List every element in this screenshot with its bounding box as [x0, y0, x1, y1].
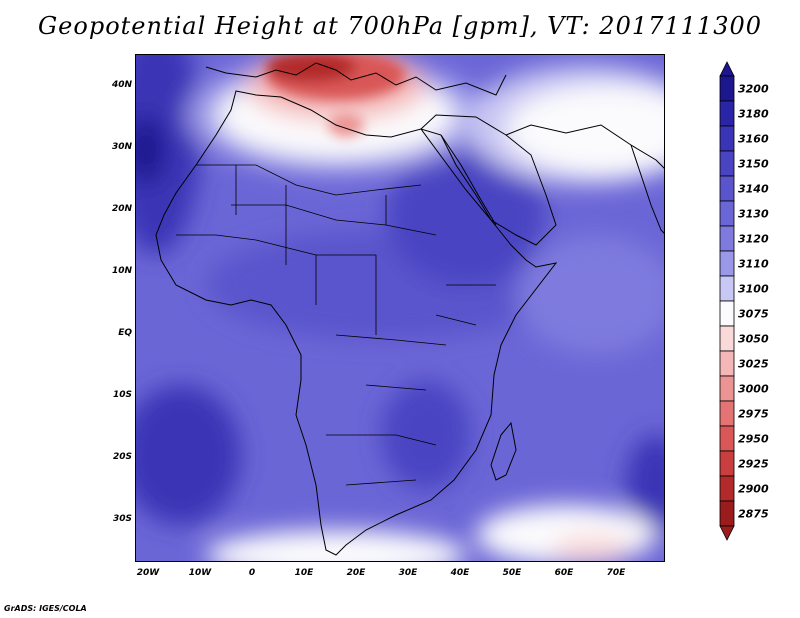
colorbar-box-3140	[719, 175, 735, 202]
map-panel	[135, 54, 665, 562]
map-title: Geopotential Height at 700hPa [gpm], VT:…	[38, 12, 762, 40]
lon-label-30e: 30E	[398, 568, 418, 578]
arabia-coastline	[420, 114, 557, 246]
colorbar-box-3160	[719, 125, 735, 152]
europe-coastline	[205, 62, 507, 96]
colorbar-box-3050	[719, 325, 735, 352]
colorbar-box-3180	[719, 100, 735, 127]
colorbar-bottom-arrow	[719, 525, 735, 541]
colorbar-label-3050: 3050	[738, 333, 769, 346]
colorbar-label-3160: 3160	[738, 133, 769, 146]
colorbar-box-3000	[719, 375, 735, 402]
lon-label-40e: 40E	[450, 568, 470, 578]
lat-label-30n: 30N	[111, 142, 132, 152]
lon-label-20w: 20W	[136, 568, 160, 578]
lat-label-20n: 20N	[111, 204, 132, 214]
colorbar-label-3130: 3130	[738, 208, 769, 221]
colorbar-box-3120	[719, 225, 735, 252]
lat-label-10n: 10N	[111, 266, 132, 276]
asia-ridge-zone	[506, 85, 664, 175]
colorbar-label-3200: 3200	[738, 83, 769, 96]
colorbar-box-3110	[719, 250, 735, 277]
lon-label-10e: 10E	[294, 568, 314, 578]
colorbar-top-arrow	[719, 61, 735, 77]
colorbar-label-3150: 3150	[738, 158, 769, 171]
arabian-sea-zone	[516, 235, 664, 355]
colorbar-label-2950: 2950	[738, 433, 769, 446]
colorbar-boxes	[719, 61, 735, 541]
geopotential-map	[136, 55, 664, 561]
colorbar-label-3110: 3110	[738, 258, 769, 271]
colorbar-label-2900: 2900	[738, 483, 769, 496]
colorbar-box-2975	[719, 400, 735, 427]
lon-label-10w: 10W	[188, 568, 212, 578]
lon-label-50e: 50E	[502, 568, 522, 578]
lon-label-60e: 60E	[554, 568, 574, 578]
colorbar-label-3075: 3075	[738, 308, 769, 321]
colorbar-label-2875: 2875	[738, 508, 769, 521]
south-ridge-zone	[206, 530, 466, 561]
indian-ocean-high-zone	[626, 435, 664, 535]
height-field	[136, 55, 664, 561]
lon-label-70e: 70E	[606, 568, 626, 578]
grads-credit: GrADS: IGES/COLA	[4, 604, 87, 613]
coastlines	[155, 62, 664, 556]
madagascar-coastline	[490, 421, 517, 481]
colorbar-box-2925	[719, 450, 735, 477]
colorbar-label-2975: 2975	[738, 408, 769, 421]
colorbar-box-3075	[719, 300, 735, 327]
colorbar-label-2925: 2925	[738, 458, 769, 471]
libya-low-center	[328, 113, 364, 137]
low-core	[266, 55, 406, 137]
colorbar-label-3000: 3000	[738, 383, 769, 396]
red-sea	[440, 134, 497, 226]
colorbar-box-3130	[719, 200, 735, 227]
arabia-zone	[386, 145, 546, 285]
iran-coastline	[505, 124, 664, 169]
lat-label-eq: EQ	[118, 328, 132, 338]
colorbar-box-2950	[719, 425, 735, 452]
colorbar-label-3100: 3100	[738, 283, 769, 296]
border-lines	[176, 164, 496, 486]
colorbar-box-3200	[719, 75, 735, 102]
lat-label-20s: 20S	[112, 452, 132, 462]
mediterranean-low-center	[266, 55, 356, 82]
atlantic-high-zone	[136, 55, 201, 255]
southern-africa-zone	[381, 380, 471, 490]
lat-label-40n: 40N	[111, 80, 132, 90]
colorbar-box-2900	[719, 475, 735, 502]
colorbar-box-3100	[719, 275, 735, 302]
india-coastline	[630, 144, 664, 234]
lat-label-10s: 10S	[112, 390, 132, 400]
colorbar-label-3025: 3025	[738, 358, 769, 371]
colorbar-labels: 3200 3180 3160 3150 3140 3130 3120 3110 3100 3075…	[738, 83, 769, 521]
south-indian-low-zone	[551, 535, 631, 561]
africa-coastline	[155, 90, 558, 556]
colorbar-legend: 3200 3180 3160 3150 3140 3130 3120 3110 3100 3075…	[719, 61, 769, 541]
lon-label-0: 0	[248, 568, 256, 578]
colorbar-box-3150	[719, 150, 735, 177]
colorbar-label-3180: 3180	[738, 108, 769, 121]
colorbar-box-3025	[719, 350, 735, 377]
lon-label-20e: 20E	[346, 568, 366, 578]
atlantic-max-zone	[136, 115, 166, 185]
lat-label-30s: 30S	[112, 514, 132, 524]
colorbar-label-3140: 3140	[738, 183, 769, 196]
colorbar-box-2875	[719, 500, 735, 527]
colorbar-label-3120: 3120	[738, 233, 769, 246]
south-atlantic-high-zone	[136, 385, 241, 525]
